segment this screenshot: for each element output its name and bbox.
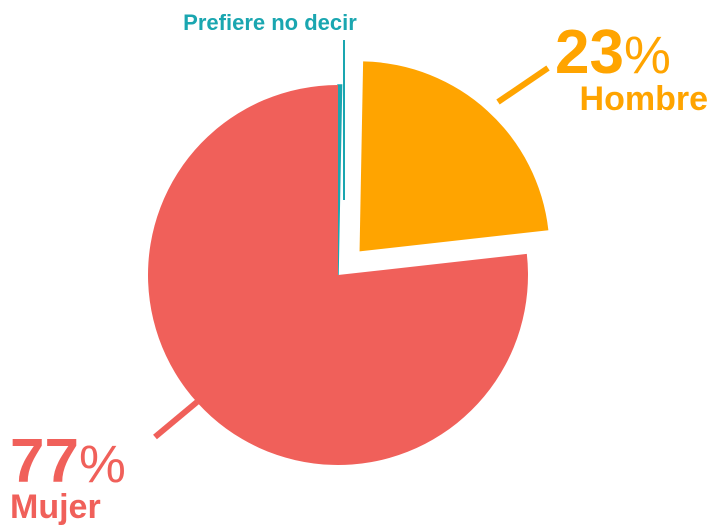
pie-slice	[148, 85, 528, 466]
value-label: 23%	[555, 18, 671, 87]
pie-slice	[337, 84, 343, 276]
value-label: 77%	[10, 427, 126, 496]
category-label: Mujer	[10, 488, 101, 526]
leader-line	[153, 399, 199, 440]
category-label: Hombre	[580, 80, 708, 118]
pie-slice	[359, 61, 549, 252]
category-label: Prefiere no decir	[183, 10, 357, 35]
leader-line	[496, 65, 550, 105]
